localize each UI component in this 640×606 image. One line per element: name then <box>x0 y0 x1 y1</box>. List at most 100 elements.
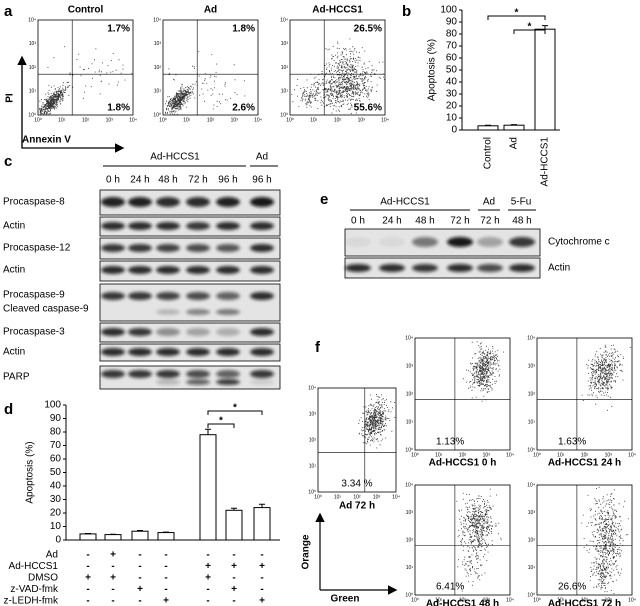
row-label: Cytochrome c <box>548 237 610 248</box>
treatment-sign: - <box>206 550 209 561</box>
axis-tick-label: 10² <box>406 391 414 397</box>
axis-tick-label: 10⁴ <box>506 597 514 603</box>
blot-band <box>477 237 503 247</box>
treatment-name: DMSO <box>28 573 58 584</box>
plot-title: Ad-HCCS1 <box>312 5 363 16</box>
axis-tick-label: 10² <box>281 65 289 71</box>
panel-letter: a <box>4 3 13 20</box>
row-label: PARP <box>3 372 30 383</box>
axis-tick-label: 10¹ <box>58 117 66 123</box>
axis-tick-label: 10² <box>528 391 536 397</box>
lane-label: 72 h <box>450 216 469 227</box>
axis-tick-label: 10⁰ <box>405 592 413 598</box>
axis-tick-label: 10⁰ <box>286 117 294 123</box>
blot-band <box>250 244 274 252</box>
significance-star: * <box>515 8 519 19</box>
blot-band <box>216 197 240 207</box>
treatment-sign: - <box>206 584 209 595</box>
axis-tick-label: 10⁰ <box>527 447 535 453</box>
treatment-name: z-VAD-fmk <box>10 584 59 595</box>
quadrant-percent: 55.6% <box>354 103 382 114</box>
blot-band <box>186 328 210 336</box>
treatment-sign: + <box>259 596 265 606</box>
blot-band <box>128 348 152 356</box>
treatment-sign: + <box>205 573 211 584</box>
row-label: Cleaved caspase-9 <box>3 304 89 315</box>
quadrant-percent: 26.6% <box>558 582 586 593</box>
axis-tick-label: 10⁰ <box>527 592 535 598</box>
blot-band <box>101 370 125 378</box>
axis-tick-label: 10¹ <box>154 89 162 95</box>
blot-band <box>477 264 503 272</box>
axis-tick-label: 10⁴ <box>405 482 413 488</box>
row-label: Procaspase-9 <box>3 290 65 301</box>
axis-tick-label: 10³ <box>281 41 289 47</box>
blot-band <box>128 370 152 378</box>
error-bar <box>231 507 237 511</box>
treatment-sign: + <box>110 550 116 561</box>
blot-band <box>186 379 210 385</box>
treatment-sign: - <box>232 550 235 561</box>
axis-tick-label: 10² <box>459 452 467 458</box>
y-tick-label: 30 <box>50 494 62 505</box>
blot-band <box>250 197 274 207</box>
blot-band <box>250 328 274 336</box>
axis-title: Annexin V <box>22 135 71 146</box>
y-tick-label: 10 <box>50 521 62 532</box>
axis-tick-label: 10¹ <box>557 597 565 603</box>
blot-band <box>101 222 125 230</box>
axis-tick-label: 10³ <box>406 363 414 369</box>
x-tick-label: Ad <box>509 137 520 149</box>
axis-tick-label: 10⁴ <box>392 494 400 500</box>
blot-band <box>101 292 125 300</box>
axis-tick-label: 10² <box>154 65 162 71</box>
axis-tick-label: 10⁰ <box>411 597 419 603</box>
row-label: Procaspase-3 <box>3 327 65 338</box>
axis-tick-label: 10² <box>334 117 342 123</box>
axis-tick-label: 10³ <box>483 597 491 603</box>
axis-tick-label: 10⁰ <box>533 452 541 458</box>
event-dots <box>462 341 505 402</box>
axis-tick-label: 10¹ <box>29 89 37 95</box>
lane-label: 96 h <box>218 175 237 186</box>
blot-band <box>101 266 125 274</box>
lane-label: 24 h <box>130 175 149 186</box>
blot-band <box>447 264 473 272</box>
treatment-sign: - <box>138 596 141 606</box>
axis-tick-label: 10² <box>29 65 37 71</box>
axis-tick-label: 10⁴ <box>506 452 514 458</box>
bar <box>534 28 556 131</box>
panel-letter: c <box>4 153 12 170</box>
axis-tick-label: 10¹ <box>557 452 565 458</box>
treatment-sign: - <box>206 596 209 606</box>
axis-tick-label: 10³ <box>29 41 37 47</box>
panel-letter: e <box>320 191 328 208</box>
blot-band <box>379 264 405 272</box>
axis-tick-label: 10² <box>207 117 215 123</box>
bar <box>157 532 175 541</box>
axis-tick-label: 10² <box>459 597 467 603</box>
blot-band <box>379 237 405 247</box>
blot-band <box>250 292 274 300</box>
axis-tick-label: 10³ <box>154 41 162 47</box>
axis-tick-label: 10⁰ <box>533 597 541 603</box>
lane-label: 24 h <box>382 216 401 227</box>
axis-tick-label: 10¹ <box>281 89 289 95</box>
significance-star: * <box>528 22 532 33</box>
treatment-sign: + <box>110 573 116 584</box>
blot-band <box>250 370 274 378</box>
plot-frame <box>536 484 633 596</box>
blot-band <box>250 222 274 230</box>
treatment-sign: - <box>138 550 141 561</box>
treatment-sign: - <box>232 573 235 584</box>
treatment-sign: - <box>111 596 114 606</box>
blot-band <box>186 266 210 274</box>
treatment-sign: + <box>259 561 265 572</box>
axis-tick-label: 10¹ <box>334 494 342 500</box>
y-tick-label: 90 <box>50 413 62 424</box>
lane-label: 48 h <box>415 216 434 227</box>
blot-band <box>128 266 152 274</box>
blot-band <box>345 237 371 247</box>
blot-band <box>186 244 210 252</box>
